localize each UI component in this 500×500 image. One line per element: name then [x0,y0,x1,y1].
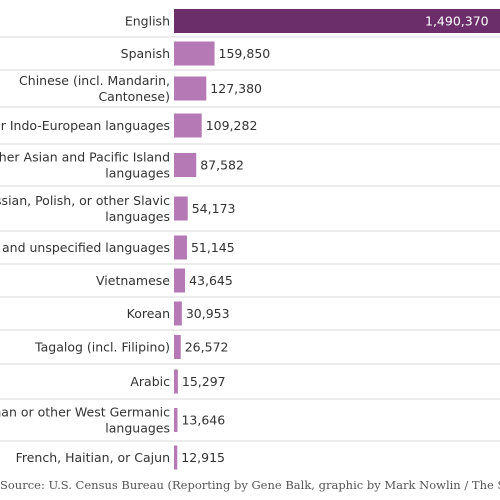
source-note: Source: U.S. Census Bureau (Reporting by… [0,478,500,492]
category-label: English [125,14,170,29]
bar-11 [174,408,178,432]
category-label: Spanish [121,46,170,61]
bar-10 [174,369,178,394]
value-label: 1,490,370 [425,14,489,29]
value-label: 12,915 [181,450,225,465]
value-label: 13,646 [181,413,225,428]
bar-9 [174,335,181,359]
value-label: 26,572 [185,340,229,355]
bar-8 [174,301,182,326]
category-label: German or other West Germanic [0,405,170,420]
bar-6 [174,235,187,260]
category-label: Chinese (incl. Mandarin, [19,73,170,88]
category-label: languages [105,209,170,224]
category-label: Russian, Polish, or other Slavic [0,193,170,208]
value-label: 43,645 [189,273,233,288]
bar-4 [174,153,197,177]
bar-1 [174,41,215,66]
value-label: 30,953 [186,306,230,321]
bar-7 [174,268,186,293]
category-label: Vietnamese [96,273,170,288]
value-label: 51,145 [191,240,235,255]
value-label: 54,173 [192,201,236,216]
category-label: Tagalog (incl. Filipino) [34,340,170,355]
bar-12 [174,445,178,470]
value-label: 109,282 [206,118,258,133]
language-bar-chart: English 1,490,370 Spanish 159,850 Chinese (i… [0,9,500,470]
category-label: languages [105,166,170,181]
category-label: Cantonese) [98,89,170,104]
category-label: Other Indo-European languages [0,118,170,133]
category-label: languages [105,421,170,436]
bar-2 [174,76,207,101]
bar-3 [174,113,202,138]
category-label: Korean [127,306,170,321]
category-label: Arabic [130,374,170,389]
value-label: 127,380 [210,81,262,96]
value-label: 87,582 [200,158,244,173]
bar-5 [174,196,188,221]
bar-0 [174,9,500,33]
category-label: French, Haitian, or Cajun [16,450,170,465]
category-label: Other Asian and Pacific Island [0,150,170,165]
category-label: Other and unspecified languages [0,240,170,255]
value-label: 159,850 [219,46,271,61]
value-label: 15,297 [182,374,226,389]
